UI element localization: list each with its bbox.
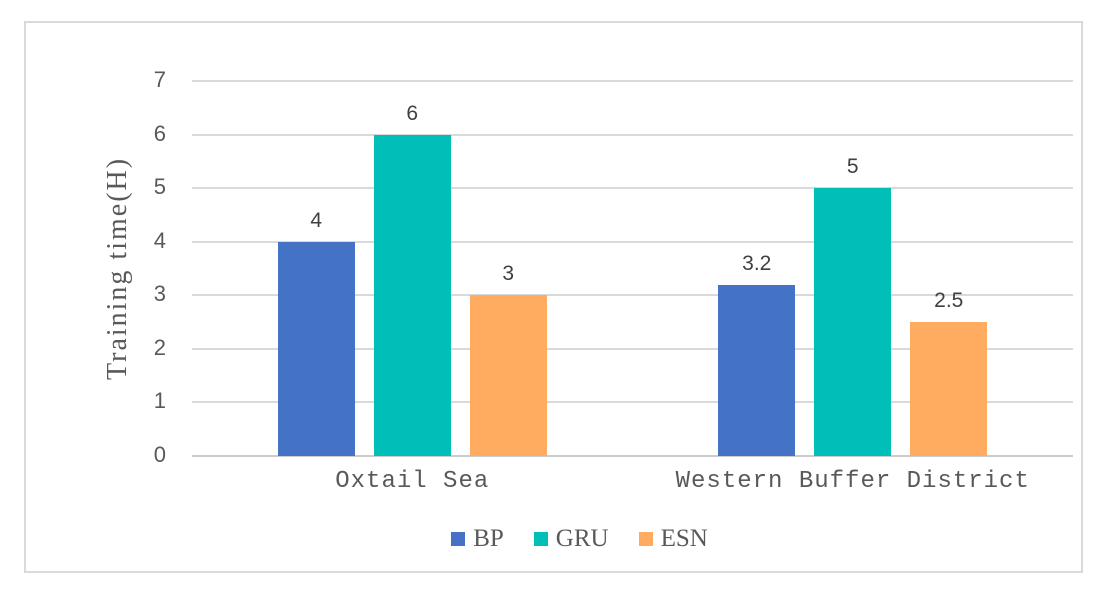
value-label-esn-0: 3 <box>502 262 515 286</box>
gridline-6 <box>192 133 1073 136</box>
plot-area <box>192 80 1073 457</box>
value-label-bp-0: 4 <box>310 208 323 232</box>
y-tick-label-5: 5 <box>153 174 166 200</box>
category-label-1: Western Buffer District <box>675 468 1030 495</box>
y-tick-label-2: 2 <box>153 334 166 360</box>
legend-label-esn: ESN <box>660 525 708 552</box>
y-tick-label-4: 4 <box>153 227 166 253</box>
gridline-4 <box>192 240 1073 243</box>
y-tick-label-0: 0 <box>153 442 166 467</box>
y-tick-label-7: 7 <box>153 67 166 92</box>
gridline-2 <box>192 347 1073 350</box>
chart-frame: Training time(H) Oxtail Sea Western Buffe… <box>24 21 1083 573</box>
gridline-3 <box>192 294 1073 297</box>
y-tick-label-6: 6 <box>153 120 166 146</box>
legend: BP GRU ESN <box>50 525 1104 553</box>
y-tick-label-1: 1 <box>153 388 166 414</box>
legend-marker-bp-icon <box>451 532 466 546</box>
legend-marker-gru-icon <box>533 532 548 546</box>
x-axis-line <box>192 455 1073 457</box>
legend-marker-esn-icon <box>638 532 653 546</box>
y-tick-label-3: 3 <box>153 281 166 307</box>
legend-item-bp: BP <box>451 525 504 553</box>
bar-esn-0 <box>469 295 547 456</box>
gridline-1 <box>192 401 1073 404</box>
gridline-5 <box>192 187 1073 190</box>
value-label-gru-0: 6 <box>406 101 419 125</box>
legend-item-esn: ESN <box>638 525 708 553</box>
bar-gru-1 <box>814 188 892 456</box>
legend-label-bp: BP <box>473 525 504 552</box>
value-label-bp-1: 3.2 <box>742 251 772 275</box>
bar-gru-0 <box>373 134 451 456</box>
bar-bp-1 <box>718 284 796 456</box>
bar-bp-0 <box>277 241 355 456</box>
legend-item-gru: GRU <box>533 525 609 553</box>
category-label-0: Oxtail Sea <box>335 468 490 495</box>
value-label-esn-1: 2.5 <box>934 289 964 313</box>
gridline-7 <box>192 80 1073 82</box>
bar-esn-1 <box>910 322 988 456</box>
legend-label-gru: GRU <box>555 525 609 552</box>
value-label-gru-1: 5 <box>846 155 859 179</box>
